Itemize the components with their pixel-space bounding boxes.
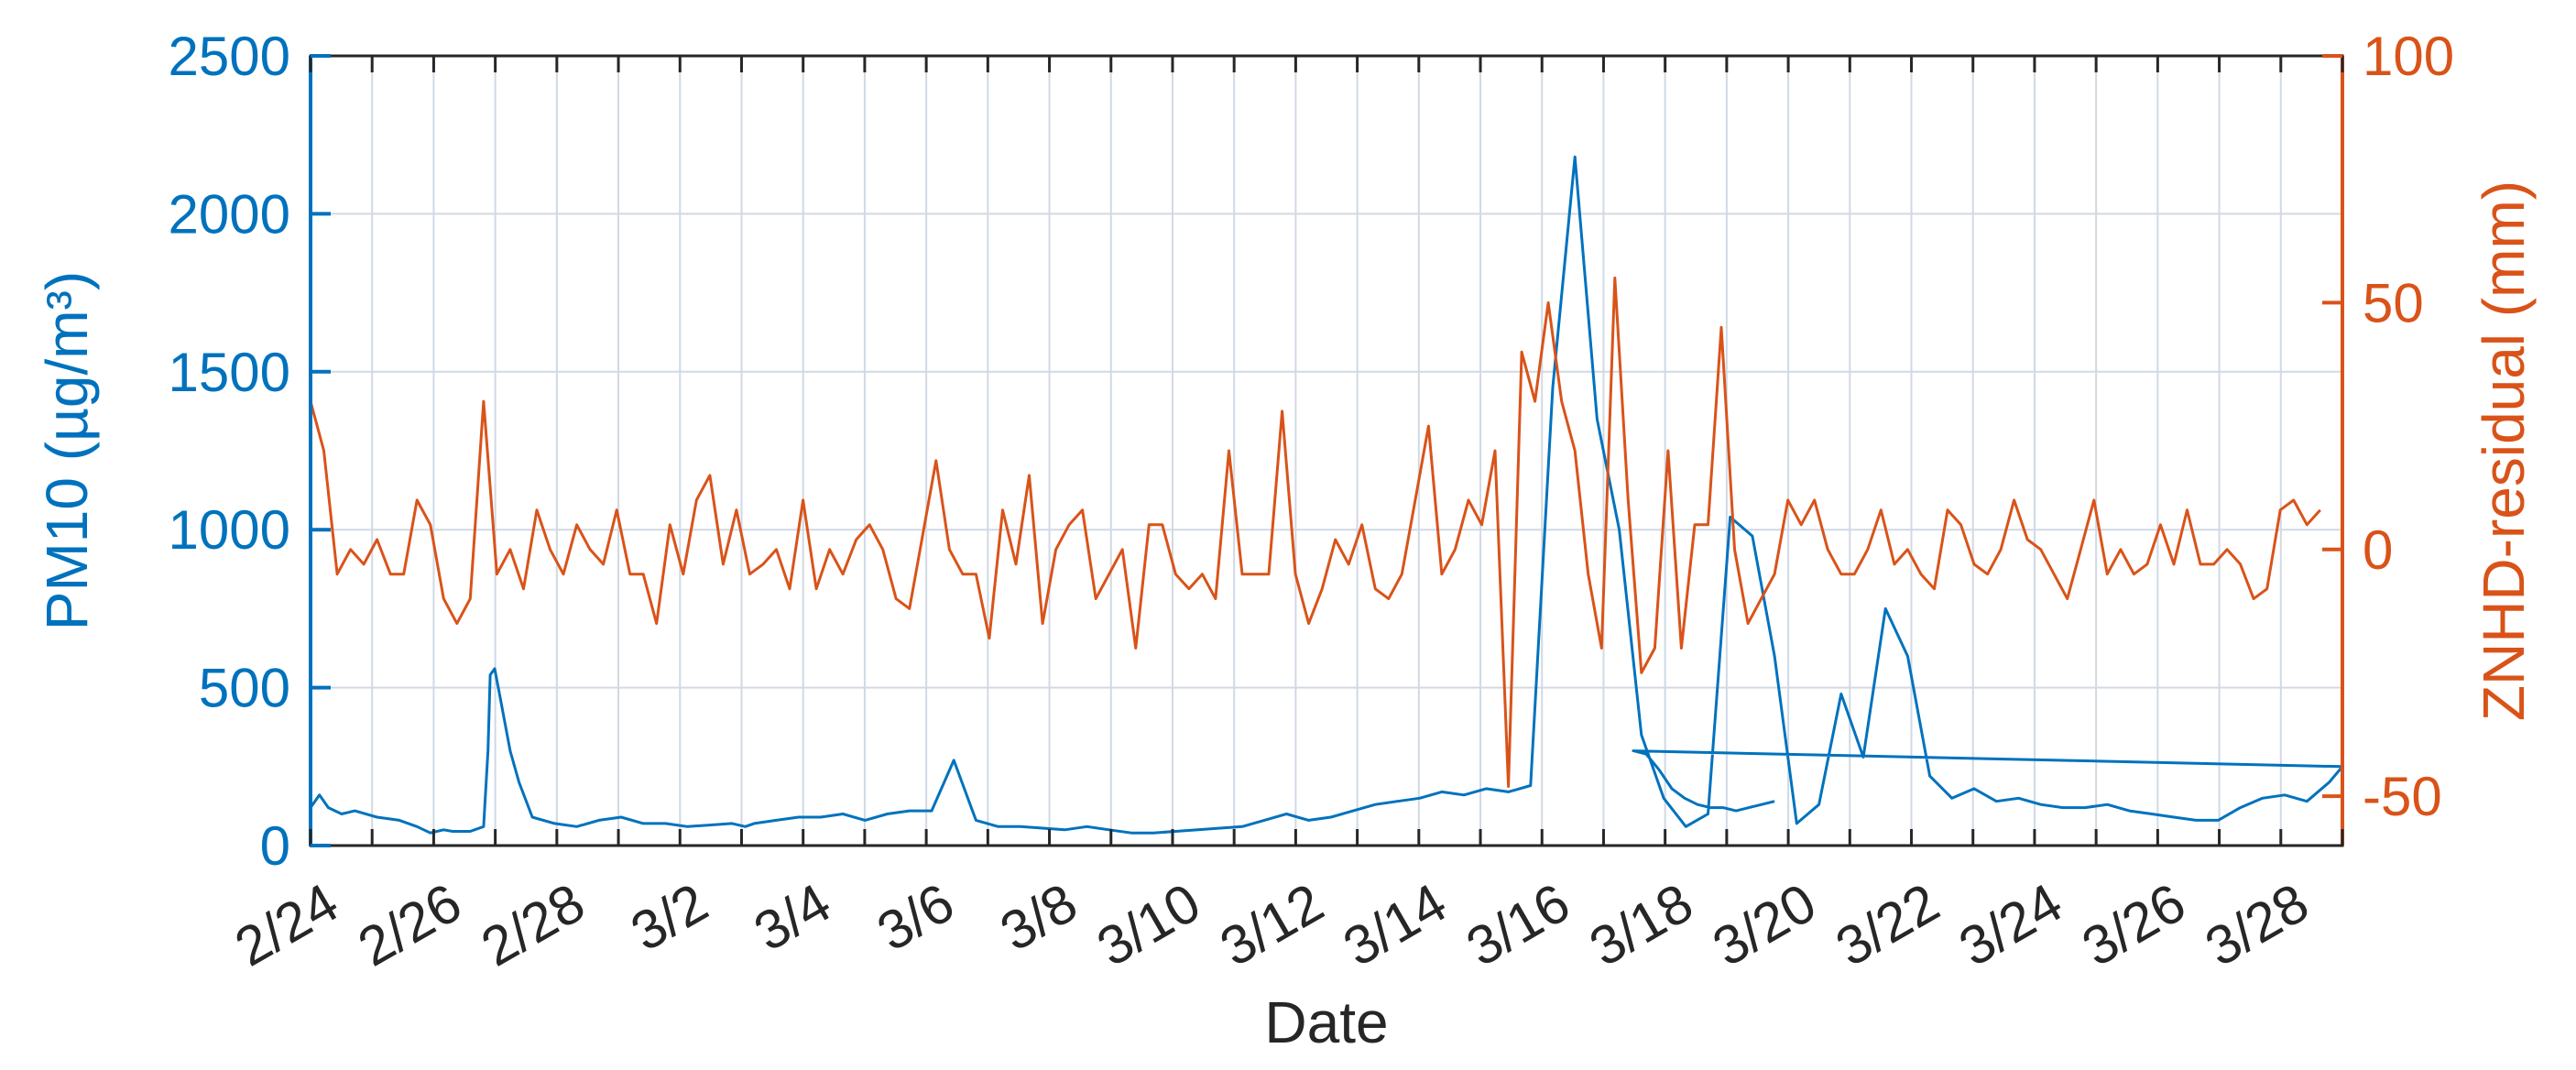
plot-frame [309, 54, 2344, 847]
pm10-series-line [309, 155, 2344, 835]
x-tick-label: 3/24 [1948, 871, 2072, 977]
y-axis-left-title: PM10 (µg/m³) [34, 271, 100, 630]
x-tick-label: 3/16 [1457, 871, 1580, 977]
y-left-tick-label: 1500 [169, 342, 290, 403]
y-left-tick-label: 500 [199, 658, 290, 719]
y-right-tick-label: 0 [2363, 519, 2393, 581]
x-tick-label: 3/2 [621, 871, 718, 963]
x-tick-label: 2/28 [471, 871, 595, 977]
x-tick-label: 2/24 [225, 871, 349, 977]
x-tick-label: 3/18 [1579, 871, 1703, 977]
x-tick-label: 3/10 [1086, 871, 1210, 977]
y-right-tick-label: 50 [2363, 272, 2424, 333]
x-tick-label: 3/6 [868, 871, 965, 963]
y-axis-right-title: ZNHD-residual (mm) [2471, 180, 2537, 721]
x-tick-label: 3/4 [744, 871, 841, 963]
y-right-tick-label: -50 [2363, 766, 2442, 827]
x-tick-label: 2/26 [348, 871, 472, 977]
x-tick-label: 3/28 [2195, 871, 2319, 977]
y-left-tick-label: 1000 [169, 499, 290, 561]
znhd-residual-series-line [309, 276, 2321, 788]
axis-layer: 2/24 2/26 2/28 3/2 3/4 3/6 3/8 3/10 3/12 3/14 3/16… [169, 26, 2455, 978]
x-tick-label: 3/8 [990, 871, 1087, 963]
x-axis-title: Date [1264, 989, 1388, 1055]
series-layer [309, 155, 2344, 835]
x-tick-label: 3/20 [1703, 871, 1827, 977]
y-left-tick-label: 0 [260, 815, 290, 877]
x-tick-label: 3/12 [1210, 871, 1334, 977]
x-tick-label: 3/22 [1826, 871, 1949, 977]
x-tick-label: 3/14 [1333, 871, 1457, 977]
y-left-tick-label: 2500 [169, 26, 290, 87]
grid-layer [311, 56, 2342, 846]
y-left-tick-label: 2000 [169, 183, 290, 245]
x-tick-label: 3/26 [2072, 871, 2196, 977]
y-right-tick-label: 100 [2363, 26, 2454, 87]
